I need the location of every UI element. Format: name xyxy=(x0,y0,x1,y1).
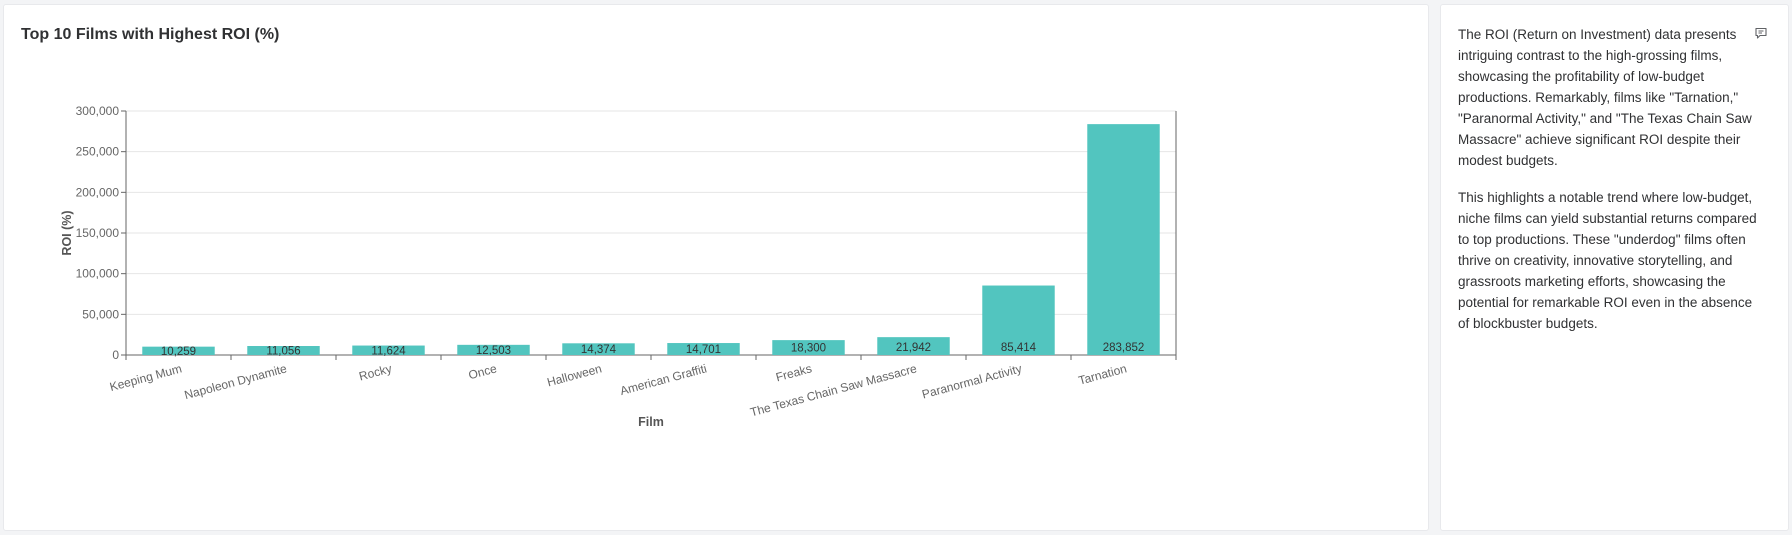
x-tick-label: Halloween xyxy=(546,361,604,389)
x-tick-label: Freaks xyxy=(774,361,813,384)
y-tick-label: 100,000 xyxy=(76,267,120,281)
x-tick-label: Keeping Mum xyxy=(108,361,183,394)
insight-text: The ROI (Return on Investment) data pres… xyxy=(1458,24,1760,350)
bar xyxy=(877,337,950,355)
y-tick-label: 150,000 xyxy=(76,226,120,240)
x-tick-label: Tarnation xyxy=(1077,361,1128,387)
y-tick-label: 0 xyxy=(112,348,119,362)
bar xyxy=(667,343,740,355)
bar xyxy=(772,340,845,355)
y-axis-title: ROI (%) xyxy=(60,210,74,255)
data-label: 12,503 xyxy=(476,345,511,357)
chart-title: Top 10 Films with Highest ROI (%) xyxy=(21,26,280,43)
data-label: 14,374 xyxy=(581,344,617,356)
data-label: 14,701 xyxy=(686,344,721,356)
data-label: 10,259 xyxy=(161,346,196,358)
x-tick-label: Rocky xyxy=(357,361,393,383)
y-tick-label: 250,000 xyxy=(76,145,120,159)
bar xyxy=(457,344,530,355)
data-label: 21,942 xyxy=(896,342,931,354)
x-tick-label: Paranormal Activity xyxy=(920,361,1023,401)
data-label: 18,300 xyxy=(791,343,826,355)
x-tick-label: Once xyxy=(467,361,499,382)
bar xyxy=(1087,124,1160,356)
chart-panel: Top 10 Films with Highest ROI (%) 0 50,00… xyxy=(3,4,1429,531)
x-tick-label: Napoleon Dynamite xyxy=(183,361,289,402)
bar xyxy=(562,343,635,355)
x-axis-title: Film xyxy=(638,415,664,429)
data-label: 283,852 xyxy=(1103,342,1145,354)
x-tick-label: American Graffiti xyxy=(619,361,709,398)
data-label: 11,056 xyxy=(266,346,300,358)
bar xyxy=(352,345,425,355)
y-tick-label: 300,000 xyxy=(76,104,120,118)
data-label: 11,624 xyxy=(371,345,406,357)
bar xyxy=(142,346,215,355)
insight-paragraph-1: The ROI (Return on Investment) data pres… xyxy=(1458,27,1752,168)
insight-panel: The ROI (Return on Investment) data pres… xyxy=(1440,4,1789,531)
y-tick-label: 200,000 xyxy=(76,185,120,199)
bar xyxy=(247,346,320,355)
bar xyxy=(982,285,1055,355)
comment-icon[interactable] xyxy=(1754,26,1768,45)
insight-paragraph-2: This highlights a notable trend where lo… xyxy=(1458,190,1757,331)
roi-bar-chart: 0 50,000 100,000 150,000 200,000 250,000 300,0… xyxy=(60,104,1177,429)
data-label: 85,414 xyxy=(1001,342,1037,354)
y-tick-label: 50,000 xyxy=(82,307,119,321)
